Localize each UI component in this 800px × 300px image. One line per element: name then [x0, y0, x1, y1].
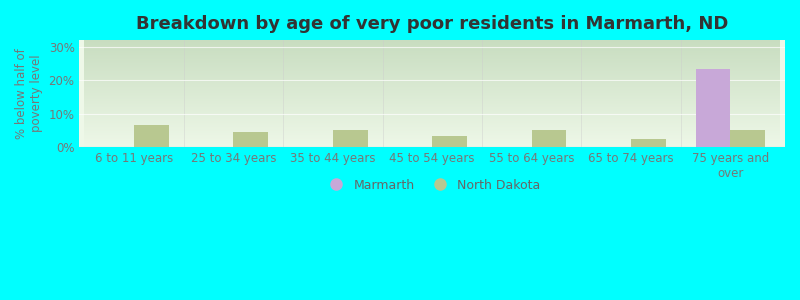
Y-axis label: % below half of
poverty level: % below half of poverty level — [15, 48, 43, 139]
Bar — [432, 136, 467, 147]
Bar — [333, 130, 368, 147]
Title: Breakdown by age of very poor residents in Marmarth, ND: Breakdown by age of very poor residents … — [136, 15, 728, 33]
Bar — [531, 130, 566, 147]
Bar — [730, 130, 765, 147]
Bar — [134, 125, 169, 147]
Bar — [695, 68, 730, 147]
Legend: Marmarth, North Dakota: Marmarth, North Dakota — [318, 173, 546, 196]
Bar — [631, 139, 666, 147]
Bar — [234, 132, 268, 147]
